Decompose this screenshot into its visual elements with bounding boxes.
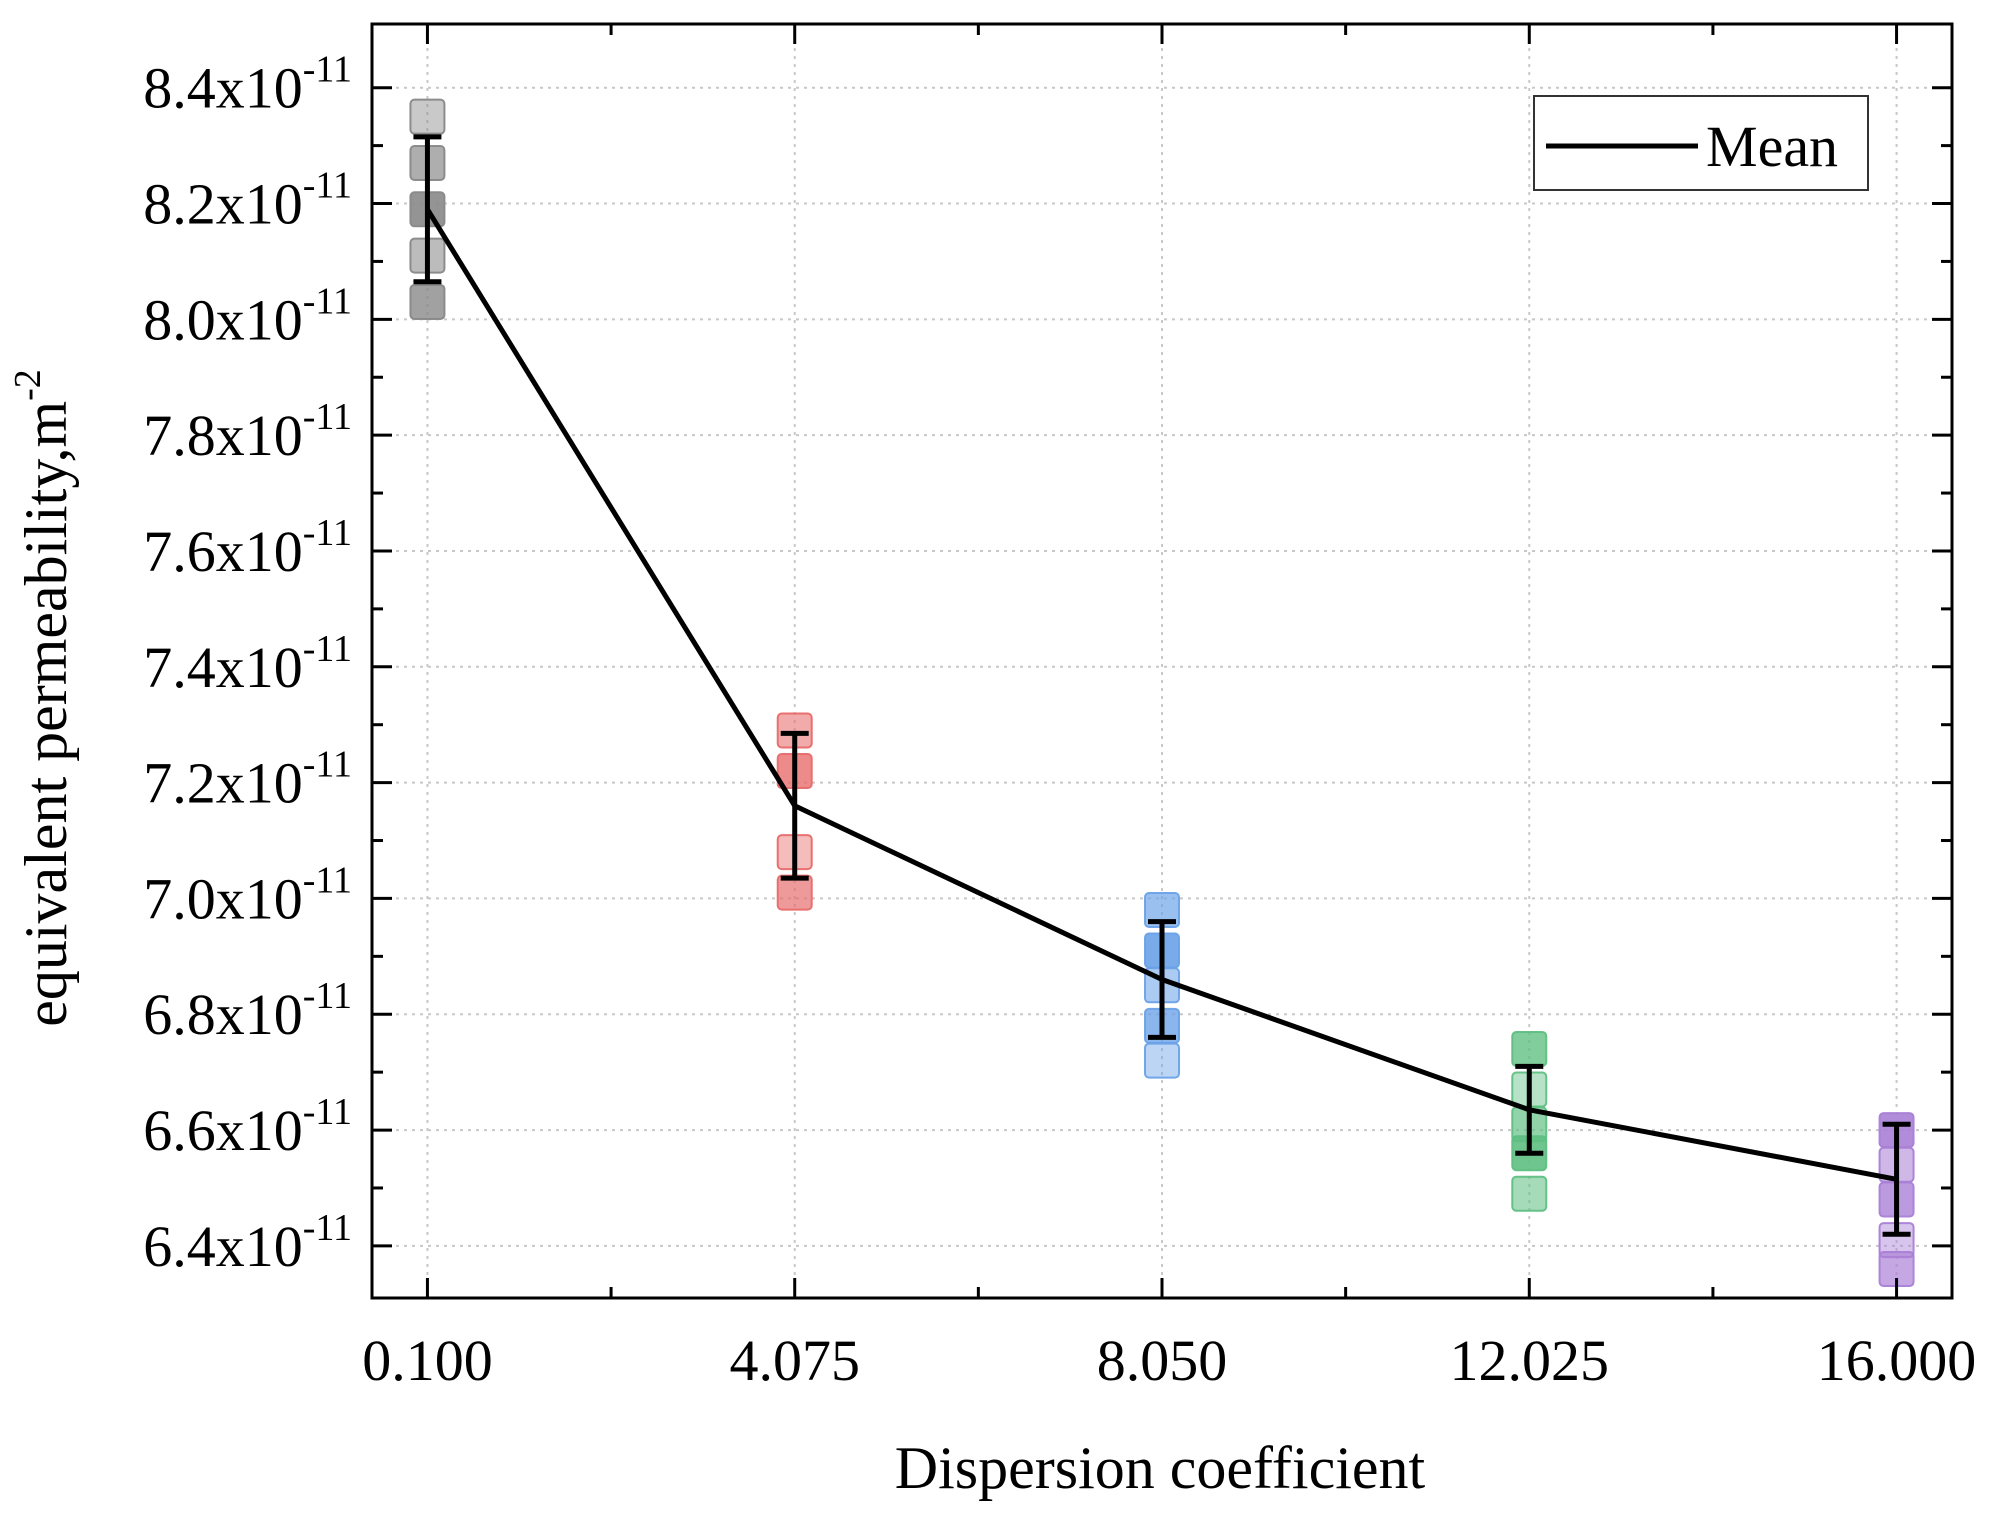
y-tick-label-4: 7.2x10-11	[143, 744, 352, 816]
x-tick-label-4: 16.000	[1817, 1328, 1977, 1393]
y-tick-mantissa-4: 7.2x10	[143, 751, 303, 816]
y-tick-mantissa-9: 8.2x10	[143, 172, 303, 237]
legend-box	[1533, 95, 1869, 191]
y-tick-exponent-6: -11	[303, 512, 352, 554]
x-tick-label-3: 12.025	[1450, 1328, 1610, 1393]
y-tick-mantissa-10: 8.4x10	[143, 56, 303, 121]
y-tick-label-1: 6.6x10-11	[143, 1091, 352, 1163]
y-tick-mantissa-8: 8.0x10	[143, 287, 303, 352]
y-axis-title-text: equivalent permeability,m	[13, 401, 79, 1027]
y-tick-label-0: 6.4x10-11	[143, 1207, 352, 1279]
tick-layer	[372, 24, 1952, 1298]
x-tick-label-2: 8.050	[1097, 1328, 1228, 1393]
points-layer	[409, 98, 1915, 1288]
y-tick-mantissa-1: 6.6x10	[143, 1098, 303, 1163]
y-tick-exponent-10: -11	[303, 49, 352, 91]
y-tick-label-2: 6.8x10-11	[143, 975, 352, 1047]
y-tick-label-5: 7.4x10-11	[143, 628, 352, 700]
legend: Mean	[1533, 95, 1869, 191]
y-tick-exponent-4: -11	[303, 744, 352, 786]
data-point-g2-p4	[1144, 1042, 1180, 1079]
y-tick-exponent-1: -11	[303, 1091, 352, 1133]
y-tick-mantissa-2: 6.8x10	[143, 982, 303, 1047]
data-point-g0-p0	[409, 98, 446, 135]
y-tick-mantissa-5: 7.4x10	[143, 635, 303, 700]
y-tick-label-8: 8.0x10-11	[143, 280, 352, 352]
y-tick-label-7: 7.8x10-11	[143, 396, 352, 468]
data-point-g3-p4	[1511, 1175, 1548, 1212]
y-tick-exponent-9: -11	[303, 165, 352, 207]
x-tick-label-0: 0.100	[362, 1328, 493, 1393]
y-tick-exponent-2: -11	[303, 975, 352, 1017]
y-axis-title-group: equivalent permeability,m-2	[7, 369, 79, 1027]
y-tick-exponent-0: -11	[303, 1207, 352, 1249]
y-tick-mantissa-7: 7.8x10	[143, 403, 303, 468]
data-point-g3-p0	[1511, 1030, 1548, 1067]
y-tick-label-6: 7.6x10-11	[143, 512, 352, 584]
data-point-g1-p3	[776, 874, 813, 911]
legend-label-mean: Mean	[1706, 114, 1838, 179]
y-tick-mantissa-3: 7.0x10	[143, 866, 303, 931]
data-point-g0-p4	[409, 283, 446, 320]
y-tick-mantissa-0: 6.4x10	[143, 1214, 303, 1279]
x-tick-label-1: 4.075	[729, 1328, 860, 1393]
y-axis-title-superscript: -2	[7, 369, 49, 401]
y-tick-mantissa-6: 7.6x10	[143, 519, 303, 584]
y-axis-title: equivalent permeability,m-2	[7, 369, 79, 1027]
y-tick-exponent-5: -11	[303, 628, 352, 670]
y-tick-label-9: 8.2x10-11	[143, 165, 352, 237]
x-axis-title: Dispersion coefficient	[895, 1435, 1426, 1501]
y-tick-label-10: 8.4x10-11	[143, 49, 352, 121]
grid-layer	[372, 24, 1952, 1298]
y-tick-exponent-7: -11	[303, 396, 352, 438]
y-tick-labels: 6.4x10-116.6x10-116.8x10-117.0x10-117.2x…	[143, 49, 352, 1279]
y-tick-label-3: 7.0x10-11	[143, 859, 352, 931]
error-bar-layer	[413, 134, 1911, 1237]
y-tick-exponent-3: -11	[303, 859, 352, 901]
x-tick-labels: 0.100 4.075 8.050 12.025 16.000	[362, 1328, 1976, 1393]
y-tick-exponent-8: -11	[303, 280, 352, 322]
